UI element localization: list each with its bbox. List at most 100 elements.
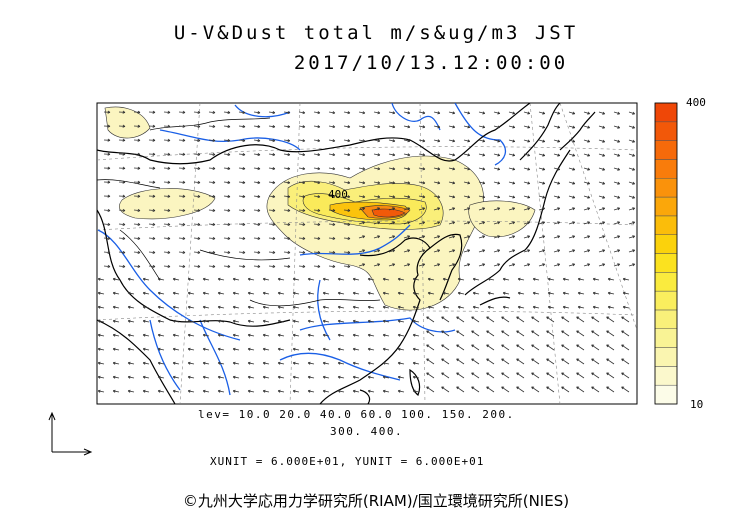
wind-arrow (173, 278, 180, 281)
wind-arrow (268, 237, 276, 239)
wind-arrow-head (197, 264, 201, 267)
wind-arrow-head (182, 194, 186, 197)
wind-arrow-head (512, 207, 515, 209)
wind-arrow-head (606, 386, 609, 390)
wind-arrow-head (452, 181, 456, 184)
wind-arrow (523, 111, 530, 114)
wind-arrow (353, 320, 360, 323)
wind-arrow (418, 263, 425, 267)
wind-arrow-head (122, 194, 126, 197)
wind-arrow (583, 235, 590, 239)
wind-arrow-head (112, 306, 116, 309)
wind-arrow-head (217, 362, 221, 365)
wind-arrow-head (332, 181, 336, 184)
wind-arrow (591, 344, 600, 351)
wind-arrow-head (577, 292, 581, 295)
wind-arrow-head (512, 139, 516, 142)
wind-arrow-head (587, 111, 590, 114)
wind-arrow (233, 292, 240, 295)
wind-arrow (383, 306, 390, 309)
wind-arrow (233, 306, 240, 309)
wind-arrow-head (482, 167, 486, 170)
wind-arrow-head (247, 306, 251, 309)
wind-arrow (193, 167, 201, 169)
wind-arrow (173, 362, 180, 365)
wind-arrow-head (362, 235, 365, 237)
wind-arrow (463, 167, 470, 170)
wind-arrow-head (457, 278, 461, 281)
wind-arrow-head (392, 221, 395, 223)
wind-arrow-head (632, 139, 635, 143)
wind-arrow-head (592, 278, 596, 281)
wind-arrow (613, 111, 620, 115)
wind-arrow-head (557, 111, 561, 114)
wind-arrow-head (317, 195, 321, 198)
wind-arrow-head (397, 334, 401, 337)
wind-arrow-head (407, 221, 410, 223)
wind-arrow-head (397, 292, 401, 295)
wind-arrow-head (512, 249, 515, 251)
wind-arrow-head (617, 207, 620, 209)
wind-arrow-head (247, 334, 251, 337)
wind-arrow-head (247, 390, 251, 393)
wind-arrow (403, 153, 410, 156)
wind-arrow-head (212, 124, 216, 127)
wind-arrow (278, 376, 285, 379)
wind-arrow-head (197, 194, 201, 197)
wind-arrow (568, 139, 575, 143)
wind-arrow-head (227, 138, 231, 142)
wind-arrow-head (212, 222, 216, 225)
wind-arrow (433, 263, 440, 267)
wind-arrow (358, 167, 365, 170)
wind-arrow (298, 237, 306, 239)
wind-arrow-head (512, 195, 516, 198)
wind-arrow-head (227, 166, 231, 170)
wind-arrow-head (257, 250, 261, 253)
wind-arrow-head (202, 376, 206, 379)
wind-arrow-head (562, 278, 566, 281)
wind-arrow (448, 221, 455, 225)
wind-arrow-head (377, 221, 380, 223)
wind-arrow-head (322, 292, 326, 295)
wind-arrow (233, 334, 240, 337)
wind-arrow-head (587, 263, 590, 265)
wind-arrow-head (392, 263, 395, 265)
wind-arrow (118, 251, 126, 253)
wind-arrow (403, 263, 410, 267)
wind-arrow (488, 292, 495, 295)
wind-arrow-head (632, 235, 635, 237)
wind-arrow (298, 125, 305, 128)
wind-arrow-head (337, 334, 341, 337)
wind-arrow (313, 195, 320, 198)
wind-arrow (268, 181, 275, 184)
wind-arrow (238, 111, 246, 114)
wind-arrow (158, 292, 165, 295)
axis-indicator (48, 411, 93, 456)
wind-arrow-head (187, 334, 191, 337)
wind-arrow-head (512, 235, 515, 237)
wind-arrow (413, 348, 420, 351)
wind-arrow-head (422, 153, 426, 156)
wind-arrow-head (482, 139, 486, 142)
wind-arrow-head (262, 376, 266, 379)
wind-arrow-head (501, 386, 504, 390)
wind-arrow-head (277, 320, 281, 323)
wind-arrow (441, 330, 450, 337)
wind-arrow-head (362, 111, 366, 114)
wind-arrow (173, 320, 180, 323)
wind-arrow (486, 372, 495, 379)
wind-arrow-head (277, 292, 281, 295)
wind-arrow (353, 362, 360, 365)
wind-arrow (593, 292, 600, 295)
wind-arrow-head (212, 264, 216, 267)
wind-arrow (463, 139, 470, 142)
wind-arrow-head (562, 292, 566, 295)
wind-arrow (448, 111, 455, 114)
wind-arrow (313, 223, 321, 225)
wind-arrow (268, 265, 276, 267)
wind-arrow (568, 221, 575, 225)
wind-arrow (293, 376, 300, 379)
wind-arrow (268, 251, 276, 253)
wind-arrow (193, 195, 201, 197)
wind-arrow-head (257, 110, 261, 114)
